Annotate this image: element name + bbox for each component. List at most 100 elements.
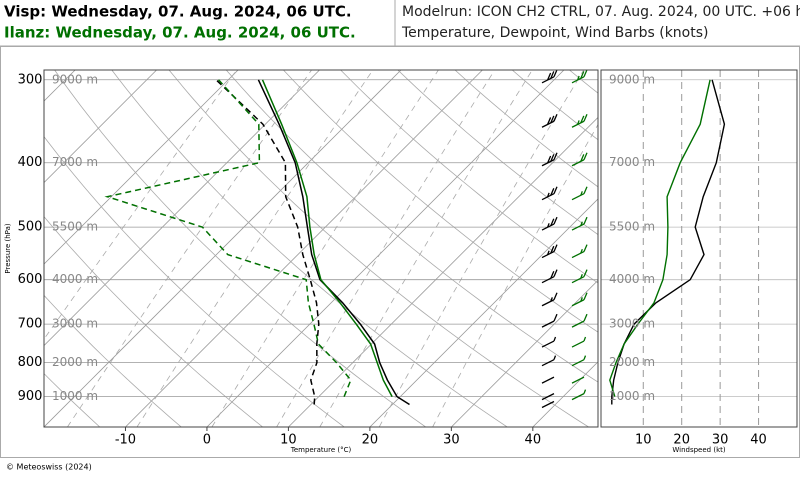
x-tick-label: 40 xyxy=(750,433,767,448)
barb-feather xyxy=(550,115,555,124)
barb-half-feather xyxy=(583,389,587,394)
dry-adiabat xyxy=(397,70,598,236)
isotherm xyxy=(206,70,565,427)
barb-feather xyxy=(553,244,558,252)
barb-staff xyxy=(541,359,555,367)
wind-frame xyxy=(600,69,798,428)
height-label: 7000 m xyxy=(52,155,98,169)
x-tick-label: -10 xyxy=(115,433,136,448)
barb-half-feather xyxy=(546,223,550,228)
y-tick-label: 400 xyxy=(18,155,43,170)
mixing-ratio xyxy=(432,123,598,427)
barb-staff xyxy=(571,251,585,259)
barb-feather xyxy=(553,113,558,122)
windspeed-line xyxy=(611,79,726,405)
wind-barb xyxy=(571,269,588,284)
height-label: 3000 m xyxy=(52,317,98,331)
footer: © Meteoswiss (2024) xyxy=(6,463,92,472)
x-tick-label: 10 xyxy=(280,433,297,448)
y-tick-label: 500 xyxy=(18,220,43,235)
barb-half-feather xyxy=(580,191,583,196)
height-label: 2000 m xyxy=(609,355,655,369)
barb-staff xyxy=(571,299,585,307)
barb-feather xyxy=(553,313,558,322)
dry-adiabat xyxy=(340,70,598,284)
wind-barb xyxy=(541,186,558,201)
barb-feather xyxy=(583,269,588,277)
dry-adiabat xyxy=(54,70,426,427)
barb-staff xyxy=(571,193,585,201)
barb-staff xyxy=(541,320,555,328)
dewpoint-line xyxy=(215,79,320,405)
mixing-ratio xyxy=(378,70,585,427)
barb-feather xyxy=(580,115,585,124)
barb-half-feather xyxy=(576,75,580,81)
mixing-ratio xyxy=(276,70,496,427)
skewt-plot xyxy=(44,70,598,427)
barb-feather xyxy=(553,292,558,301)
isotherm xyxy=(44,70,239,265)
barb-half-feather xyxy=(576,120,580,125)
y-tick-label: 900 xyxy=(18,389,43,404)
y-axis-label: Pressure (hPa) xyxy=(4,223,12,273)
barb-feather xyxy=(580,154,585,162)
dry-adiabat xyxy=(111,70,508,427)
wind-barb xyxy=(571,336,587,348)
x-tick-label: 40 xyxy=(525,433,542,448)
isotherm xyxy=(44,70,157,184)
mixing-ratio xyxy=(136,70,374,427)
y-tick-label: 800 xyxy=(18,355,43,370)
dry-adiabat xyxy=(44,135,345,427)
wind-barb xyxy=(541,376,555,384)
plot-frame xyxy=(43,69,599,428)
wind-plot xyxy=(601,70,797,427)
height-label: 1000 m xyxy=(52,389,98,403)
wind-barb xyxy=(541,313,558,328)
barb-staff xyxy=(541,299,555,307)
height-label: 4000 m xyxy=(52,272,98,286)
barb-staff xyxy=(541,400,555,409)
barb-staff xyxy=(571,159,585,167)
x-tick-label: 30 xyxy=(443,433,460,448)
wind-barb xyxy=(541,69,558,84)
height-label: 5500 m xyxy=(52,220,98,234)
barb-staff xyxy=(541,393,555,401)
isotherm xyxy=(532,361,598,427)
wind-barb xyxy=(571,216,588,231)
barb-feather xyxy=(583,216,588,225)
barb-staff xyxy=(571,276,585,284)
x-tick-label: 0 xyxy=(203,433,211,448)
wind-barb xyxy=(571,152,588,167)
height-label: 2000 m xyxy=(52,355,98,369)
mixing-ratio xyxy=(67,70,312,427)
y-tick-label: 700 xyxy=(18,317,43,332)
barb-staff xyxy=(541,340,555,348)
x-axis-label: Temperature (°C) xyxy=(290,446,352,454)
barb-half-feather xyxy=(580,274,583,279)
wind-barb xyxy=(541,216,558,231)
wind-barb xyxy=(541,292,558,307)
header-visp: Visp: Wednesday, 07. Aug. 2024, 06 UTC. xyxy=(4,3,352,21)
header-ilanz: Ilanz: Wednesday, 07. Aug. 2024, 06 UTC. xyxy=(4,24,356,42)
barb-half-feather xyxy=(580,297,583,302)
x-tick-label: 20 xyxy=(362,433,379,448)
mixing-ratio xyxy=(211,70,439,427)
dry-adiabat xyxy=(454,70,598,188)
header-model: Modelrun: ICON CH2 CTRL, 07. Aug. 2024, … xyxy=(402,4,800,20)
mixing-ratio xyxy=(44,70,238,340)
height-label: 3000 m xyxy=(609,317,655,331)
barb-half-feather xyxy=(553,355,557,360)
x-tick-label: 20 xyxy=(673,433,690,448)
wind-barb xyxy=(541,113,558,128)
barb-feather xyxy=(583,292,588,301)
wind-barb xyxy=(541,269,558,284)
height-label: 4000 m xyxy=(609,272,655,286)
barb-half-feather xyxy=(580,248,583,254)
mixing-ratio xyxy=(319,70,533,427)
barb-feather xyxy=(547,155,552,164)
barb-feather xyxy=(550,218,555,226)
wind-barb xyxy=(571,244,588,259)
barb-feather xyxy=(550,271,555,279)
dry-adiabat xyxy=(44,294,182,427)
